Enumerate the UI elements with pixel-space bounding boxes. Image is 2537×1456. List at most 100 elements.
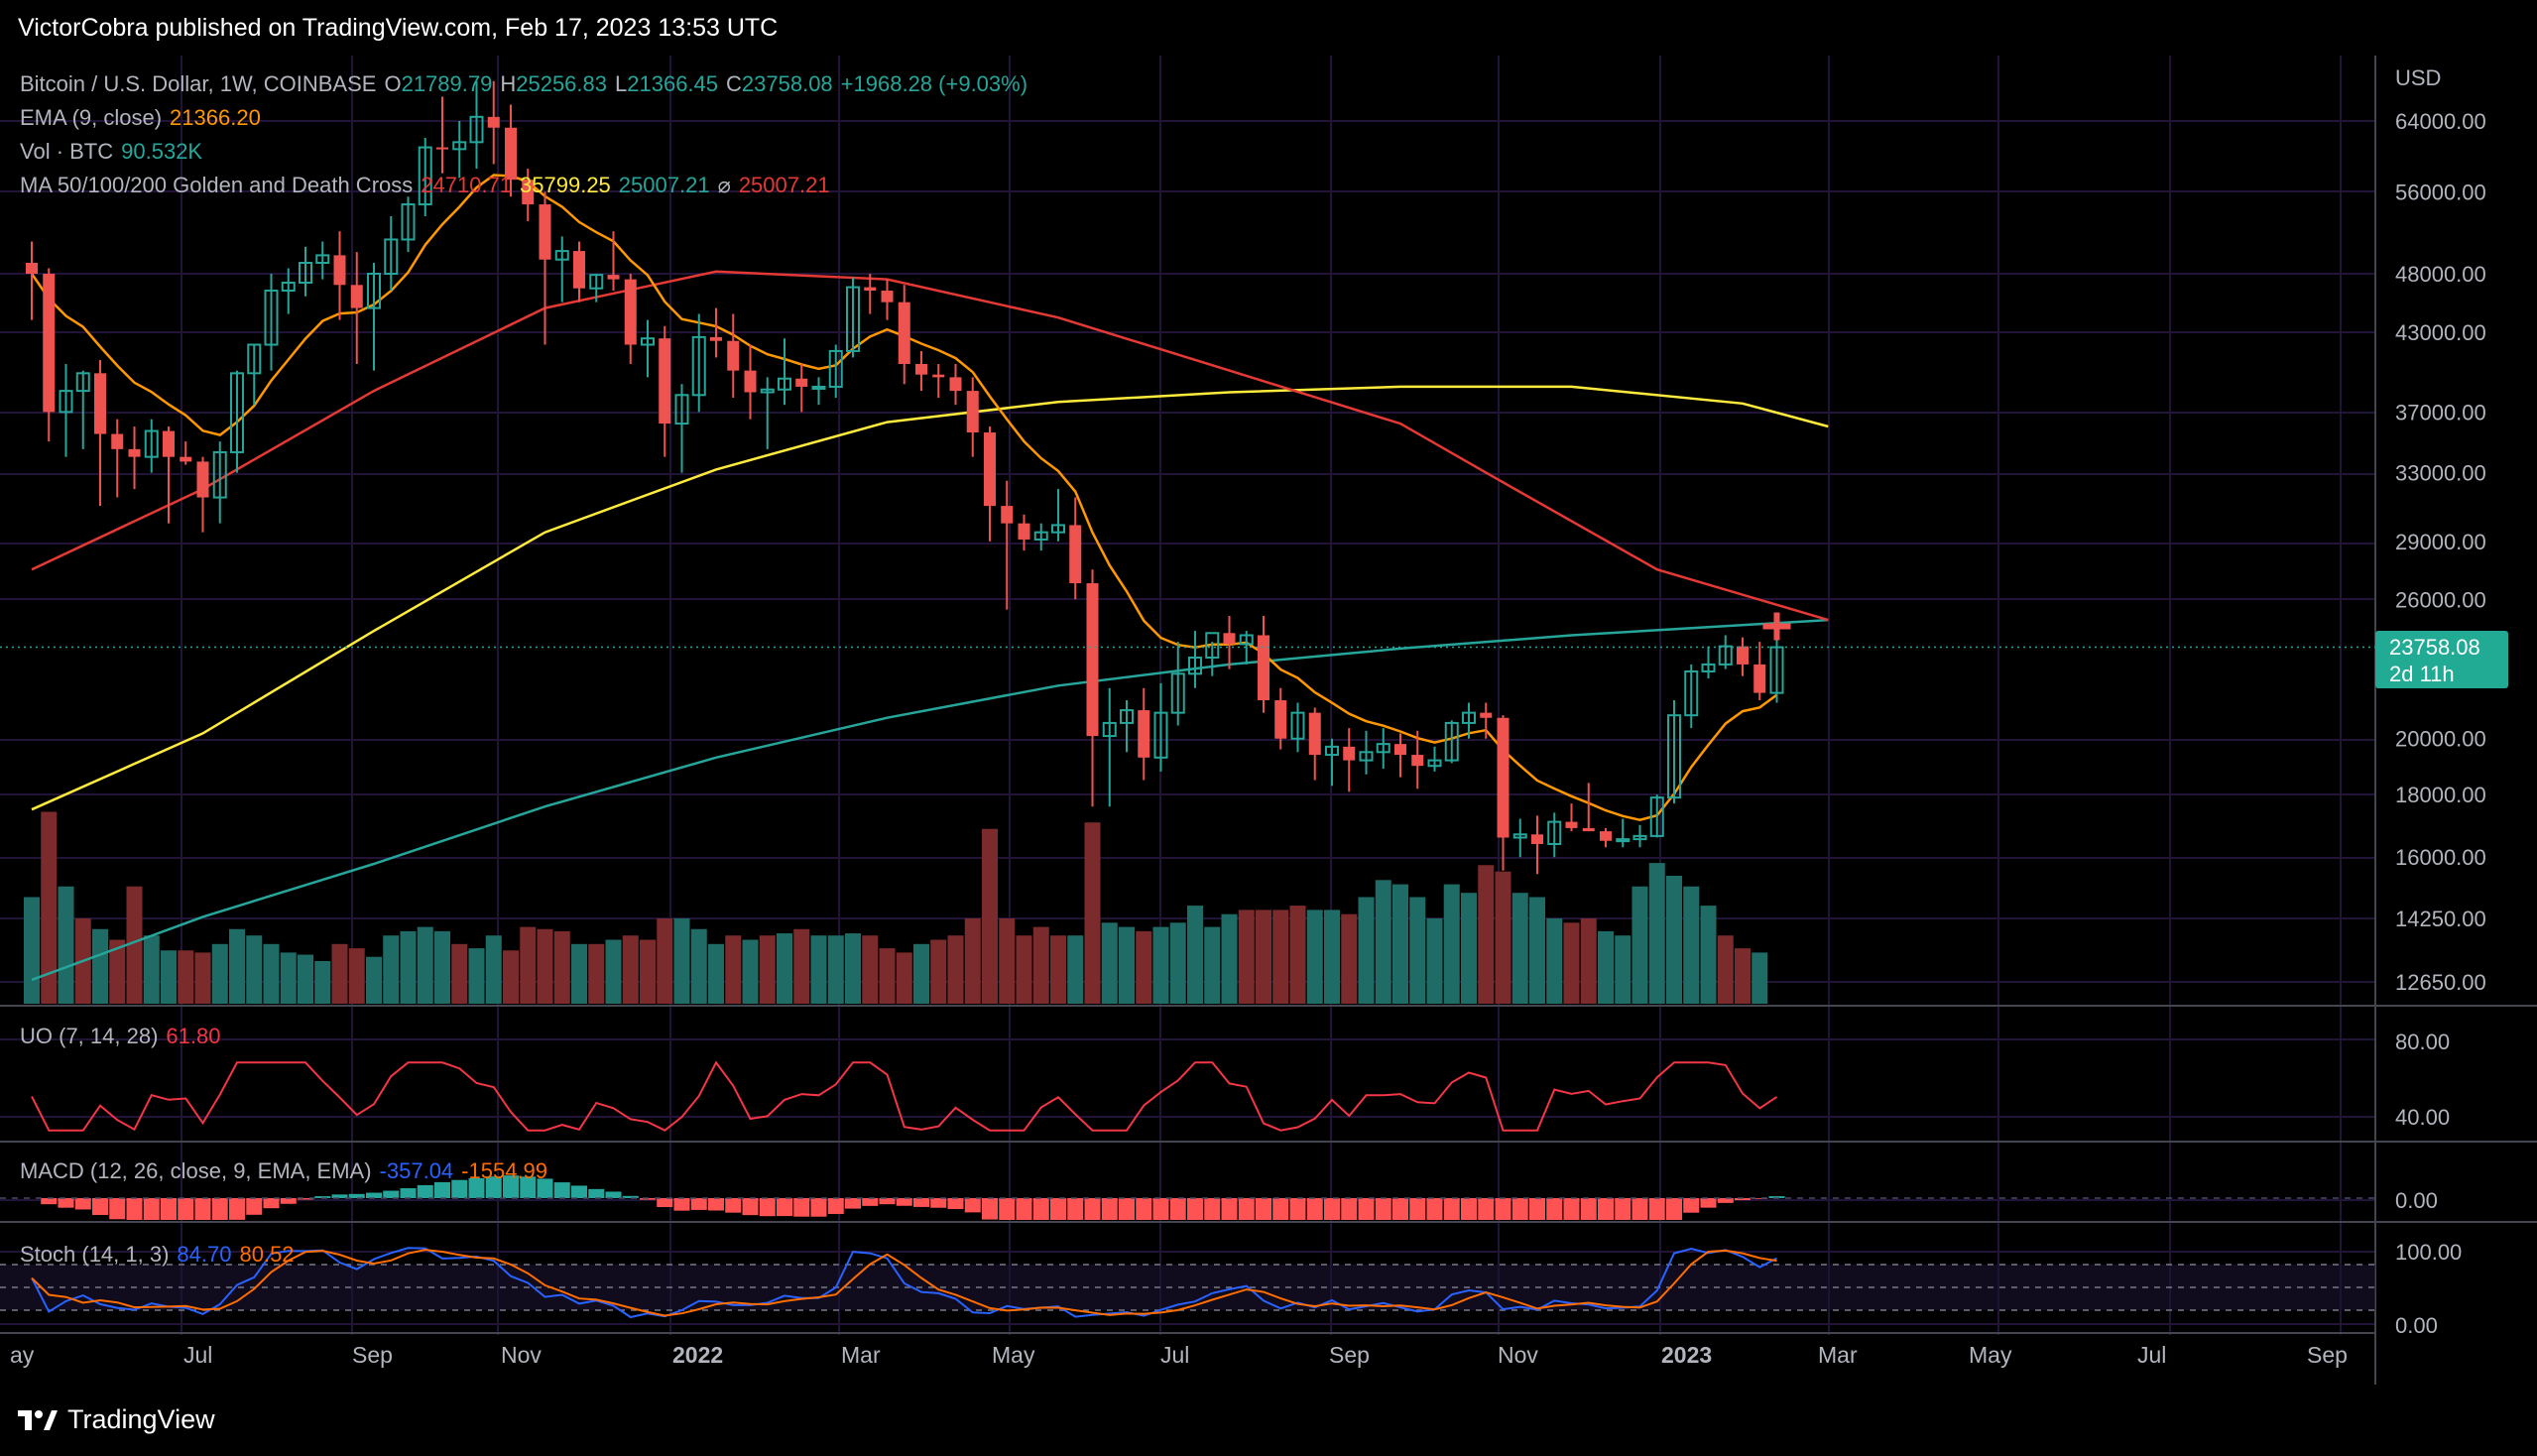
- candle-body: [418, 146, 432, 206]
- macd-bar: [1752, 1198, 1768, 1199]
- macd-bar: [657, 1198, 673, 1208]
- candle-body: [1325, 745, 1339, 757]
- candle: [367, 262, 381, 371]
- volume-bar: [1426, 918, 1443, 1004]
- candle-body: [180, 456, 192, 462]
- last-price-tag: 23758.08 2d 11h: [2375, 631, 2508, 688]
- legend-ma100: 35799.25: [520, 173, 611, 197]
- time-axis-label: Sep: [2307, 1342, 2348, 1368]
- macd-bar: [690, 1198, 707, 1210]
- macd-bar: [1648, 1198, 1665, 1220]
- volume-bar: [178, 950, 194, 1004]
- legend-uo-row[interactable]: UO (7, 14, 28) 61.80: [20, 1024, 228, 1049]
- candle-body: [1188, 656, 1202, 675]
- volume-bar: [1375, 880, 1391, 1004]
- price-scale-label: 64000.00: [2395, 109, 2486, 134]
- macd-bar: [1478, 1198, 1495, 1220]
- candle: [333, 231, 346, 320]
- volume-bar: [451, 943, 468, 1004]
- candle-body: [949, 377, 962, 392]
- price-scale: USD 64000.00 56000.00 48000.00 43000.00 37000…: [2395, 65, 2486, 1338]
- macd-bar: [1631, 1198, 1648, 1220]
- price-scale-label: 14250.00: [2395, 907, 2486, 931]
- macd-bar: [1204, 1198, 1221, 1220]
- candle-body: [1170, 672, 1185, 714]
- candle: [1033, 523, 1048, 551]
- candle-body: [522, 180, 535, 205]
- candle: [573, 241, 585, 303]
- candle: [932, 363, 945, 399]
- chart-svg[interactable]: USD 64000.00 56000.00 48000.00 43000.00 37000…: [0, 56, 2537, 1385]
- volume-bar: [827, 935, 844, 1004]
- candle-body: [1684, 669, 1699, 717]
- candle-body: [710, 336, 722, 341]
- candle-body: [1394, 744, 1406, 756]
- macd-bar: [827, 1198, 844, 1214]
- volume-bar: [708, 943, 724, 1004]
- volume-bar: [1392, 884, 1408, 1004]
- candle-body: [1239, 634, 1254, 646]
- legend-ema-row[interactable]: EMA (9, close) 21366.20: [20, 105, 269, 131]
- candle: [1582, 783, 1595, 832]
- candle: [1411, 730, 1424, 789]
- volume-bar: [657, 918, 673, 1004]
- legend-stoch-label: Stoch (14, 1, 3): [20, 1242, 170, 1267]
- volume-bar: [537, 928, 553, 1004]
- candle-body: [624, 279, 637, 345]
- legend-ma-row[interactable]: MA 50/100/200 Golden and Death Cross 2471…: [20, 173, 838, 198]
- candle: [539, 191, 551, 345]
- candle: [180, 441, 192, 465]
- candle-body: [1018, 523, 1030, 540]
- candle: [846, 277, 860, 358]
- time-axis-label: Sep: [1329, 1342, 1370, 1368]
- macd-bar: [92, 1198, 108, 1216]
- price-scale-label: 48000.00: [2395, 262, 2486, 287]
- volume-bar: [1735, 948, 1751, 1004]
- macd-bar: [1238, 1198, 1255, 1220]
- candle: [811, 377, 826, 406]
- volume-bar: [759, 935, 776, 1004]
- volume-bar: [1666, 876, 1682, 1004]
- chart-area[interactable]: USD 64000.00 56000.00 48000.00 43000.00 37000…: [0, 56, 2537, 1385]
- legend-c-label: C: [726, 71, 742, 96]
- macd-bar: [434, 1181, 450, 1198]
- candle-body: [1632, 834, 1647, 841]
- publisher-info: VictorCobra published on TradingView.com…: [18, 14, 779, 42]
- candle: [624, 274, 637, 364]
- candle: [281, 268, 296, 314]
- candle-body: [846, 286, 860, 352]
- legend-stoch-row[interactable]: Stoch (14, 1, 3) 84.70 80.52: [20, 1242, 302, 1268]
- candle: [1701, 646, 1716, 679]
- tradingview-logo[interactable]: TradingView: [18, 1404, 215, 1435]
- legend-vol-row[interactable]: Vol · BTC 90.532K: [20, 139, 210, 165]
- volume-bar: [879, 948, 896, 1004]
- candle: [691, 313, 706, 413]
- legend-open: 21789.79: [401, 71, 493, 96]
- volume-bar: [434, 930, 450, 1004]
- time-axis-label: Jul: [2137, 1342, 2166, 1368]
- candle-body: [1649, 796, 1664, 837]
- candle: [350, 252, 363, 364]
- legend-macd-row[interactable]: MACD (12, 26, close, 9, EMA, EMA) -357.04…: [20, 1158, 555, 1184]
- macd-bar: [1461, 1198, 1477, 1220]
- uo-line: [31, 1060, 1778, 1132]
- volume-bar: [1495, 871, 1511, 1004]
- candle-body: [1001, 506, 1014, 524]
- volume-bar: [1016, 935, 1032, 1004]
- volume-bar: [366, 956, 382, 1004]
- volume-bar: [263, 943, 280, 1004]
- candle-body: [315, 254, 330, 264]
- legend-vol-value: 90.532K: [121, 139, 203, 164]
- candle: [1308, 707, 1321, 781]
- macd-bar: [1050, 1198, 1066, 1220]
- candle-body: [1258, 635, 1269, 701]
- volume-bar: [1032, 926, 1049, 1004]
- indicator-scale-label: 0.00: [2395, 1313, 2438, 1338]
- candle-body: [401, 203, 416, 241]
- candle-body: [1497, 717, 1510, 838]
- volume-bar: [553, 930, 570, 1004]
- candle: [43, 268, 56, 442]
- macd-bar: [143, 1198, 160, 1220]
- candle: [1290, 702, 1305, 753]
- volume-bar: [862, 935, 879, 1004]
